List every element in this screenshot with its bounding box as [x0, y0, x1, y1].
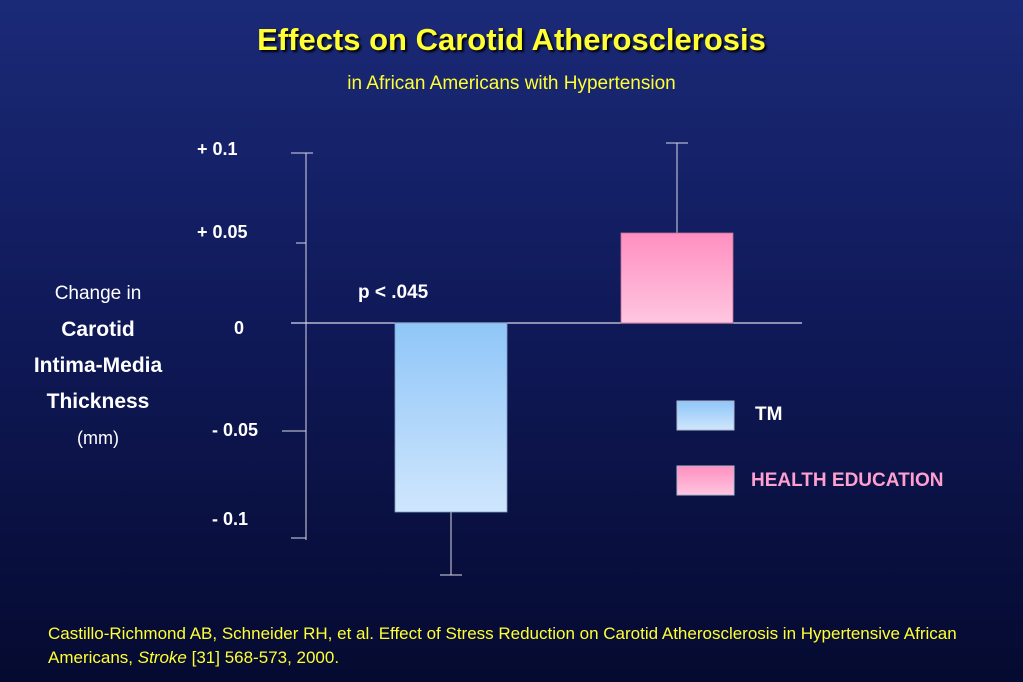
legend-label-tm: TM	[755, 404, 783, 425]
citation-text-2: [31] 568-573, 2000.	[186, 648, 340, 667]
y-axis-label: Change in Carotid Intima-Media Thickness…	[10, 276, 186, 456]
y-label-line-2: Carotid	[61, 318, 135, 341]
chart-title: Effects on Carotid Atherosclerosis	[257, 22, 766, 57]
citation-journal: Stroke	[137, 648, 187, 667]
y-label-line-1: Change in	[54, 283, 142, 304]
y-label-line-3: Intima-Media	[33, 354, 163, 377]
y-label-line-5: (mm)	[77, 428, 119, 448]
p-value-annotation: p < .045	[358, 282, 429, 303]
legend-swatch-health-education	[676, 465, 735, 496]
bar-health-education	[620, 232, 734, 324]
chart-subtitle: in African Americans with Hypertension	[347, 73, 676, 94]
y-tick-label-minus-0-05: - 0.05	[212, 420, 259, 440]
citation: Castillo-Richmond AB, Schneider RH, et a…	[48, 622, 1008, 670]
legend-swatch-tm	[676, 400, 735, 431]
y-label-line-4: Thickness	[46, 390, 150, 413]
bar-tm	[394, 322, 508, 513]
legend-label-health-education: HEALTH EDUCATION	[751, 470, 944, 491]
y-tick-label-plus-0-1: + 0.1	[197, 139, 238, 159]
y-tick-label-minus-0-1: - 0.1	[212, 509, 249, 529]
y-tick-label-zero: 0	[234, 318, 245, 338]
y-tick-label-plus-0-05: + 0.05	[197, 222, 248, 242]
citation-text-1: Castillo-Richmond AB, Schneider RH, et a…	[48, 624, 957, 667]
